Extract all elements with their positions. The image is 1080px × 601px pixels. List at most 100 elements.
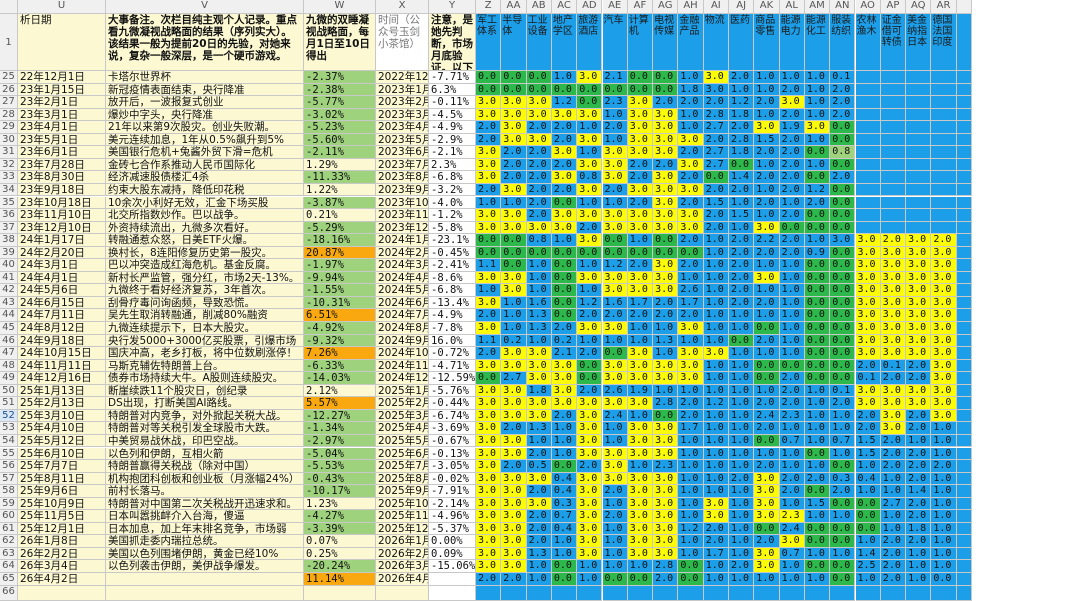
score-cell-AD[interactable]: 3.0 [577,447,603,461]
column-header-AJ[interactable]: AJ [729,0,755,14]
score-cell-AO[interactable] [855,71,881,84]
score-cell-AB[interactable]: 2.0 [526,209,552,222]
score-cell-Z[interactable]: 3.0 [476,209,502,222]
score-cell-Z[interactable]: 3.0 [476,96,502,109]
event-note-cell[interactable]: 经济减速股债楼汇4杀 [106,171,304,184]
score-cell-AC[interactable]: 0.0 [551,296,578,310]
date-cell[interactable]: 23年4月1日 [18,121,106,134]
score-cell-AH[interactable]: 1.0 [678,510,704,523]
score-cell-AI[interactable]: 1.0 [703,309,729,322]
score-cell-AM[interactable]: 0.0 [804,296,831,310]
score-cell-AA[interactable]: 1.0 [501,309,527,322]
score-cell-AA[interactable]: 3.0 [501,535,527,548]
score-cell-AI[interactable]: 1.0 [703,246,729,260]
score-cell-AO[interactable]: 1.0 [855,485,881,498]
score-cell-AI[interactable]: 1.0 [703,573,729,586]
score-cell-AE[interactable]: 3.0 [602,322,628,335]
score-cell-AP[interactable] [880,83,907,97]
score-cell-AO[interactable]: 1.0 [855,573,881,586]
date-cell[interactable]: 24年7月11日 [18,309,106,322]
score-cell-AI[interactable]: 1.0 [703,334,729,348]
score-cell-AK[interactable]: 1.0 [754,447,780,461]
month-cell[interactable]: 2023年2月 [376,96,429,109]
score-cell-AF[interactable]: 3.0 [627,133,654,147]
row-header-40[interactable]: 40 [0,259,18,272]
score-cell-AC[interactable] [551,585,578,601]
score-cell-AQ[interactable]: 2.0 [906,460,932,473]
date-cell[interactable]: 23年11月10日 [18,209,106,222]
score-cell-AB[interactable]: 1.0 [526,284,552,297]
score-cell-AJ[interactable]: 1.0 [729,309,755,322]
score-cell-AA[interactable] [501,585,527,601]
score-cell-AE[interactable]: 1.0 [602,334,628,348]
header-cell-AO[interactable]: 农林渔木 [855,14,881,71]
score-cell-AR[interactable]: 3.0 [931,397,957,410]
score-cell-extra[interactable] [956,183,972,197]
score-cell-AR[interactable] [931,221,957,235]
score-cell-AH[interactable]: 3.0 [678,209,704,222]
score-cell-AC[interactable]: 1.0 [551,234,578,247]
date-cell[interactable]: 23年1月15日 [18,83,106,97]
score-cell-AQ[interactable]: 2.0 [906,409,932,423]
market-result-cell[interactable]: -7.91% [429,485,476,498]
row-header-44[interactable]: 44 [0,309,18,322]
score-cell-AB[interactable]: 1.0 [526,271,552,285]
score-cell-AO[interactable]: 2.5 [855,560,881,573]
score-cell-AG[interactable]: 2.0 [653,96,679,109]
market-result-cell[interactable] [429,573,476,586]
score-cell-AR[interactable] [931,158,957,172]
score-cell-AE[interactable]: 0.0 [602,234,628,247]
score-cell-AA[interactable]: 1.0 [501,322,527,335]
column-header-Y[interactable]: Y [429,0,476,14]
score-cell-AG[interactable]: 0.0 [653,409,679,423]
score-cell-AL[interactable]: 2.0 [779,133,805,147]
row-header-65[interactable]: 65 [0,573,18,586]
score-cell-AM[interactable]: 0.0 [804,146,831,159]
market-result-cell[interactable]: -5.37% [429,522,476,536]
score-cell-AA[interactable]: 3.0 [501,133,527,147]
score-cell-AJ[interactable]: 1.0 [729,497,755,511]
score-cell-AO[interactable] [855,183,881,197]
score-cell-AN[interactable]: 0.0 [830,460,856,473]
score-cell-AG[interactable]: 3.0 [653,510,679,523]
score-cell-AH[interactable]: 3.0 [678,183,704,197]
score-cell-AD[interactable]: 2.0 [577,221,603,235]
score-cell-AD[interactable]: 3.0 [577,497,603,511]
month-cell[interactable]: 2024年9月 [376,334,429,348]
score-cell-AH[interactable]: 3.0 [678,347,704,360]
score-cell-AQ[interactable]: 3.0 [906,259,932,272]
column-header-AE[interactable]: AE [602,0,628,14]
forecast-value-cell[interactable]: -1.97% [304,259,376,272]
score-cell-Z[interactable]: 1.0 [476,284,502,297]
score-cell-AA[interactable]: 0.0 [501,83,527,97]
score-cell-AG[interactable]: 1.0 [653,347,679,360]
score-cell-AK[interactable]: 0.0 [754,372,780,385]
score-cell-AH[interactable]: 1.7 [678,422,704,435]
score-cell-AH[interactable]: 3.0 [678,221,704,235]
score-cell-AM[interactable]: 0.0 [804,347,831,360]
score-cell-AH[interactable]: 1.0 [678,460,704,473]
score-cell-AP[interactable] [880,209,907,222]
score-cell-AH[interactable]: 2.0 [678,397,704,410]
score-cell-AL[interactable]: 1.0 [779,460,805,473]
score-cell-AR[interactable]: 3.0 [931,409,957,423]
month-cell[interactable]: 2023年8月 [376,171,429,184]
date-cell[interactable]: 24年12月16日 [18,372,106,385]
score-cell-extra[interactable] [956,121,972,134]
score-cell-AE[interactable]: 1.0 [602,108,628,122]
date-cell[interactable]: 25年2月13日 [18,397,106,410]
select-all-corner[interactable] [0,0,18,14]
score-cell-AO[interactable]: 3.0 [855,322,881,335]
row-header-59[interactable]: 59 [0,497,18,511]
score-cell-AL[interactable]: 2.0 [779,472,805,486]
score-cell-AQ[interactable] [906,221,932,235]
forecast-value-cell[interactable]: -1.55% [304,284,376,297]
score-cell-AF[interactable]: 1.0 [627,409,654,423]
score-cell-AE[interactable]: 1.0 [602,547,628,561]
score-cell-AG[interactable]: 3.0 [653,522,679,536]
score-cell-AJ[interactable]: 1.0 [729,196,755,210]
score-cell-AF[interactable]: 3.0 [627,121,654,134]
score-cell-AA[interactable]: 3.0 [501,510,527,523]
score-cell-AO[interactable]: 1.5 [855,434,881,448]
header-cell-U[interactable]: 析日期 [18,14,106,71]
